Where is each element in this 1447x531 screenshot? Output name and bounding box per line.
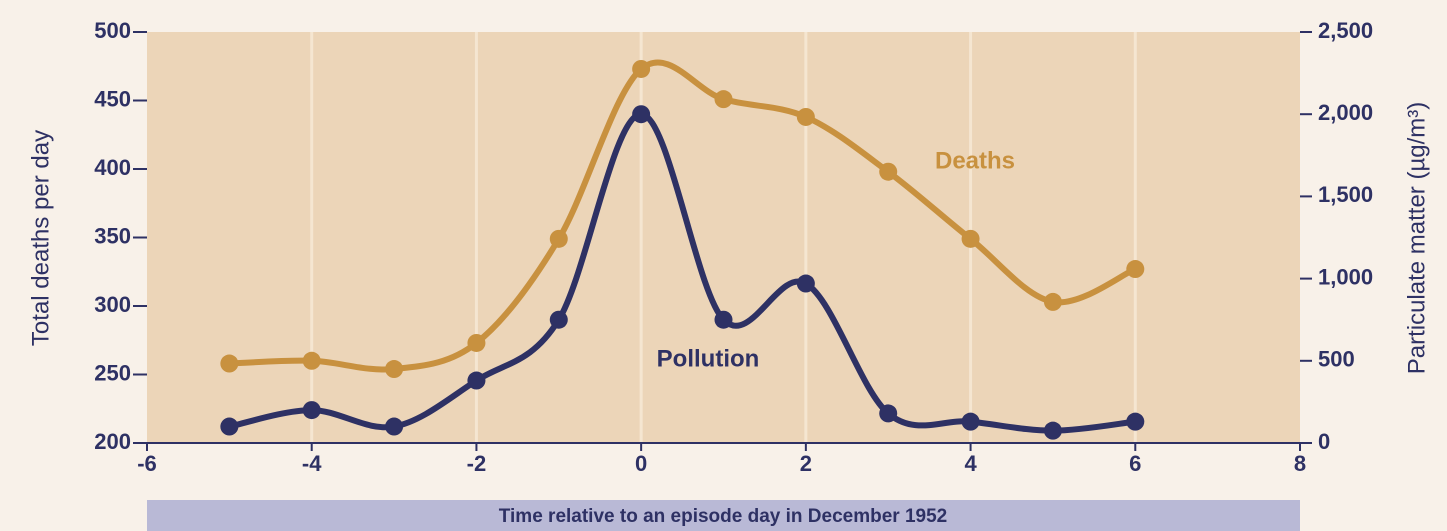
point	[1126, 412, 1145, 431]
x-tick-label: 8	[1294, 451, 1306, 476]
series-label: Deaths	[935, 147, 1015, 174]
point	[796, 274, 815, 293]
x-tick-label: -2	[467, 451, 487, 476]
point	[632, 59, 651, 78]
x-tick-label: -6	[137, 451, 157, 476]
y2-axis-label: Particulate matter (µg/m³)	[1403, 102, 1430, 375]
point	[714, 90, 733, 109]
y2-tick-label: 500	[1318, 347, 1355, 372]
x-tick-label: 6	[1129, 451, 1141, 476]
y2-tick-label: 2,000	[1318, 100, 1373, 125]
series-label: Pollution	[657, 345, 760, 372]
y-tick-label: 350	[94, 223, 131, 248]
point	[632, 105, 651, 124]
point	[302, 351, 321, 370]
point	[961, 412, 980, 431]
x-tick-label: 0	[635, 451, 647, 476]
y2-tick-label: 2,500	[1318, 18, 1373, 43]
point	[385, 360, 404, 379]
point	[714, 310, 733, 329]
y-tick-label: 300	[94, 292, 131, 317]
y-tick-label: 250	[94, 360, 131, 385]
point	[302, 401, 321, 420]
y-tick-label: 500	[94, 18, 131, 43]
y2-tick-label: 1,000	[1318, 264, 1373, 289]
point	[385, 417, 404, 436]
point	[220, 417, 239, 436]
point	[1043, 292, 1062, 311]
y2-tick-label: 1,500	[1318, 182, 1373, 207]
point	[467, 333, 486, 352]
point	[961, 229, 980, 248]
point	[796, 107, 815, 126]
y-axis-label: Total deaths per day	[27, 130, 54, 346]
point	[467, 371, 486, 390]
y-tick-label: 400	[94, 155, 131, 180]
x-tick-label: -4	[302, 451, 322, 476]
x-tick-label: 2	[800, 451, 812, 476]
y-tick-label: 200	[94, 429, 131, 454]
x-tick-label: 4	[964, 451, 977, 476]
y2-tick-label: 0	[1318, 429, 1330, 454]
point	[549, 310, 568, 329]
x-axis-label: Time relative to an episode day in Decem…	[499, 506, 947, 527]
point	[1043, 421, 1062, 440]
y-tick-label: 450	[94, 86, 131, 111]
point	[879, 404, 898, 423]
point	[879, 162, 898, 181]
point	[549, 229, 568, 248]
x-label-band	[147, 500, 1300, 531]
point	[1126, 260, 1145, 279]
point	[220, 354, 239, 373]
